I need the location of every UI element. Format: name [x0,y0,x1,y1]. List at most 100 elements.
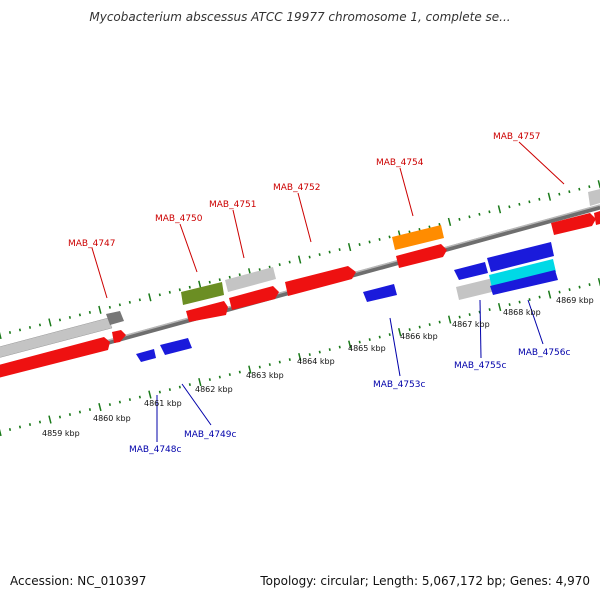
minor-tick [58,318,62,322]
minor-tick [168,290,171,294]
label-mab4756c[interactable]: MAB_4756c [518,348,571,358]
cds-mab4754[interactable] [396,244,447,268]
minor-tick [28,326,32,329]
cds-mab4752[interactable] [285,266,356,296]
minor-tick [68,413,72,416]
minor-tick [218,278,221,282]
cds-mab4751[interactable] [229,286,279,310]
minor-tick [588,283,591,287]
minor-tick [438,320,441,324]
gene-mab4756c-cyan[interactable] [489,259,556,288]
cds-mab4756c[interactable] [490,270,558,295]
reverse-tick-row [0,278,600,437]
label-mab4755c[interactable]: MAB_4755c [454,361,507,371]
cds-red-small-1[interactable] [112,330,126,343]
minor-tick [328,348,331,352]
minor-tick [218,375,221,379]
label-leaders [91,141,565,442]
major-tick [547,290,552,299]
cds-mab4755c[interactable] [487,242,554,272]
minor-tick [338,248,341,251]
minor-tick [318,350,321,354]
map-title: Mycobacterium abscessus ATCC 19977 chrom… [89,10,511,24]
minor-tick [78,410,82,414]
label-mab4753c[interactable]: MAB_4753c [373,380,426,390]
minor-tick [578,285,581,289]
minor-tick [78,313,82,317]
kbp-label: 4864 kbp [297,357,335,366]
cds-blue-4755[interactable] [454,262,488,280]
label-mab4749c[interactable]: MAB_4749c [184,430,237,440]
minor-tick [308,255,311,259]
label-mab4754[interactable]: MAB_4754 [376,158,424,168]
minor-tick [438,222,441,226]
minor-tick [318,253,321,257]
gene-mab4754-orange[interactable] [392,225,444,250]
major-tick [0,428,2,437]
cds-mab4749c[interactable] [160,338,192,355]
minor-tick [328,250,331,254]
kbp-label: 4869 kbp [556,296,594,305]
minor-tick [158,293,161,297]
minor-tick [368,240,371,244]
cds-mab4757[interactable] [551,213,596,235]
major-tick [148,390,152,399]
cds-mab4753c[interactable] [363,284,397,302]
kbp-label: 4866 kbp [400,332,438,341]
minor-tick [468,215,471,219]
cds-mab4748c[interactable] [136,349,156,362]
minor-tick [418,325,421,329]
gene-mab4751-gray[interactable] [225,267,276,292]
minor-tick [528,200,531,204]
genome-summary-text: Topology: circular; Length: 5,067,172 bp… [260,574,590,588]
minor-tick [488,210,491,214]
minor-tick [68,315,72,319]
label-mab4747[interactable]: MAB_4747 [68,239,116,249]
minor-tick [268,363,271,367]
label-mab4750[interactable]: MAB_4750 [155,214,203,224]
minor-tick [388,333,391,337]
label-mab4757[interactable]: MAB_4757 [493,132,541,142]
leader-mab4756c [527,299,544,345]
minor-tick [118,303,121,307]
major-tick [497,205,502,214]
minor-tick [558,192,561,196]
accession-text: Accession: NC_010397 [10,574,147,588]
kbp-label: 4861 kbp [144,399,182,408]
minor-tick [108,403,112,406]
minor-tick [38,323,42,327]
kbp-label: 4867 kbp [452,320,490,329]
major-tick [148,293,152,302]
major-tick [297,255,302,264]
minor-tick [428,323,431,327]
minor-tick [468,313,471,317]
minor-tick [538,295,541,299]
minor-tick [278,360,281,364]
leader-mab4750 [179,223,198,273]
minor-tick [538,197,541,201]
cds-red-edge[interactable] [594,211,600,225]
minor-tick [528,298,531,302]
minor-tick [188,383,191,386]
gene-mab4755c-gray[interactable] [456,278,496,300]
gene-mab4747-dark [106,311,124,325]
cds-mab4747[interactable] [0,337,110,378]
minor-tick [508,205,511,209]
minor-tick [458,217,461,221]
minor-tick [518,300,521,304]
label-mab4751[interactable]: MAB_4751 [209,200,257,210]
cds-mab4750[interactable] [186,301,228,322]
gene-mab4750-olive[interactable] [181,282,224,305]
gene-mab4757-gray[interactable] [588,189,600,206]
label-mab4748c[interactable]: MAB_4748c [129,445,182,455]
minor-tick [258,365,261,369]
leader-mab4752 [297,192,312,243]
gene-mab4747-gray[interactable] [0,317,113,358]
features [0,189,600,378]
minor-tick [28,423,32,426]
label-mab4752[interactable]: MAB_4752 [273,183,321,193]
minor-tick [18,425,22,429]
leader-mab4751 [232,209,245,259]
minor-tick [358,243,361,246]
kbp-labels: 4859 kbp 4860 kbp 4861 kbp 4862 kbp 4863… [42,296,594,438]
